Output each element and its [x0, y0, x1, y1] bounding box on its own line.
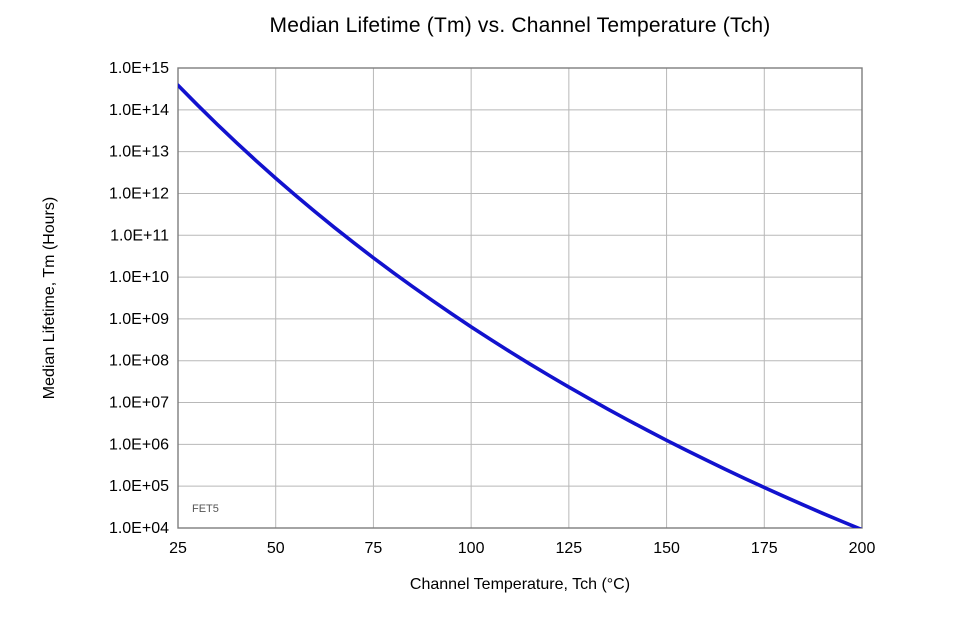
x-tick-label: 200: [849, 540, 876, 557]
x-tick-label: 150: [653, 540, 680, 557]
x-tick-label: 100: [458, 540, 485, 557]
x-tick-label: 125: [556, 540, 583, 557]
y-tick-label: 1.0E+09: [109, 311, 169, 328]
lifetime-curve: [178, 83, 862, 528]
y-tick-label: 1.0E+10: [109, 269, 169, 286]
y-tick-label: 1.0E+12: [109, 185, 169, 202]
annotation-fet5: FET5: [192, 503, 219, 515]
x-axis-label: Channel Temperature, Tch (°C): [409, 576, 631, 593]
y-tick-label: 1.0E+11: [110, 227, 169, 244]
y-tick-label: 1.0E+04: [109, 520, 169, 537]
y-tick-label: 1.0E+05: [109, 478, 169, 495]
y-tick-label: 1.0E+15: [109, 60, 169, 77]
chart-title: Median Lifetime (Tm) vs. Channel Tempera…: [269, 14, 771, 37]
x-tick-label: 50: [267, 540, 285, 557]
y-tick-label: 1.0E+08: [109, 353, 169, 370]
plot-border: [177, 67, 863, 529]
y-tick-label: 1.0E+13: [109, 144, 169, 161]
x-tick-label: 25: [169, 540, 187, 557]
x-tick-label: 175: [751, 540, 778, 557]
y-tick-label: 1.0E+14: [109, 102, 169, 119]
x-tick-label: 75: [365, 540, 383, 557]
y-tick-label: 1.0E+06: [109, 436, 169, 453]
y-tick-label: 1.0E+07: [109, 395, 169, 412]
